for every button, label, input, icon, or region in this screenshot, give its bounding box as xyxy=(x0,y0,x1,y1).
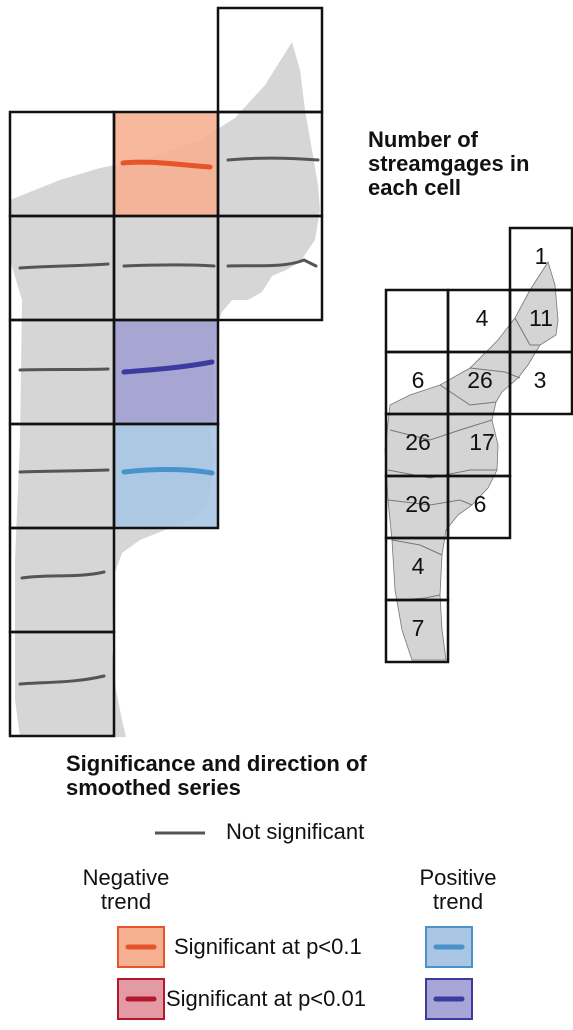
count-cell-r4c2 xyxy=(446,474,512,540)
legend-heading: Significance and direction of smoothed s… xyxy=(66,752,367,800)
legend-negative-trend-label: Negative trend xyxy=(66,866,186,914)
grid-cell-r4c2 xyxy=(112,422,220,530)
counts-heading: Number of streamgages in each cell xyxy=(368,128,529,200)
legend-positive-trend-label: Positive trend xyxy=(400,866,516,914)
trend-line-r4c2 xyxy=(121,467,215,476)
legend-not-significant-label: Not significant xyxy=(226,819,365,844)
count-label-r4c2: 6 xyxy=(474,491,487,517)
trend-line-r3c2 xyxy=(121,359,215,375)
trend-line-r2c2 xyxy=(122,263,216,268)
count-label-r2c3: 3 xyxy=(534,367,547,393)
legend-heading-line1: Significance and direction of xyxy=(66,751,367,776)
right-map-land xyxy=(384,261,559,661)
legend-positive-line1: Positive xyxy=(419,865,497,890)
legend-positive-line2: trend xyxy=(432,889,484,914)
count-label-r6c1: 7 xyxy=(412,615,425,641)
trend-lines xyxy=(18,156,320,686)
trend-line-r2c3 xyxy=(226,258,318,268)
legend-negative-line2: trend xyxy=(100,889,152,914)
trend-line-r3c1 xyxy=(18,367,110,372)
count-cell-r2c3 xyxy=(508,350,573,416)
legend-p001-label: Significant at p<0.01 xyxy=(166,986,366,1011)
counts-heading-line3: each cell xyxy=(368,175,461,200)
grid-cell-r6c1 xyxy=(8,630,116,738)
cell-r4c2-fill xyxy=(113,423,219,529)
trend-line-r1c2 xyxy=(120,159,213,170)
count-labels: 1 4 11 6 26 3 26 17 26 6 4 7 xyxy=(405,243,553,641)
count-label-r3c1: 26 xyxy=(405,429,431,455)
legend-heading-line2: smoothed series xyxy=(66,775,241,800)
count-cell-r6c1 xyxy=(384,598,450,664)
legend-negative-line1: Negative xyxy=(82,865,170,890)
counts-heading-line1: Number of xyxy=(368,127,478,152)
trend-line-r5c1 xyxy=(20,570,106,580)
right-map-boundaries xyxy=(387,317,540,601)
trend-line-r2c1 xyxy=(18,262,110,270)
count-label-r1c2: 4 xyxy=(476,305,489,331)
trend-line-r1c3 xyxy=(226,156,320,162)
count-cell-r1c1 xyxy=(384,288,450,354)
legend-p01-label: Significant at p<0.1 xyxy=(174,934,362,959)
grid-cell-r2c3 xyxy=(216,214,324,322)
trend-line-r6c1 xyxy=(18,674,106,686)
count-label-r1c3: 11 xyxy=(529,305,553,331)
count-label-r2c2: 26 xyxy=(467,367,493,393)
count-label-r3c2: 17 xyxy=(469,429,495,455)
count-label-r4c1: 26 xyxy=(405,491,431,517)
right-grid xyxy=(384,226,573,664)
count-label-r2c1: 6 xyxy=(412,367,425,393)
count-label-r0c3: 1 xyxy=(535,243,548,269)
trend-line-r4c1 xyxy=(18,468,110,474)
count-label-r5c1: 4 xyxy=(412,553,425,579)
left-grid xyxy=(8,6,324,738)
counts-heading-line2: streamgages in xyxy=(368,151,530,176)
